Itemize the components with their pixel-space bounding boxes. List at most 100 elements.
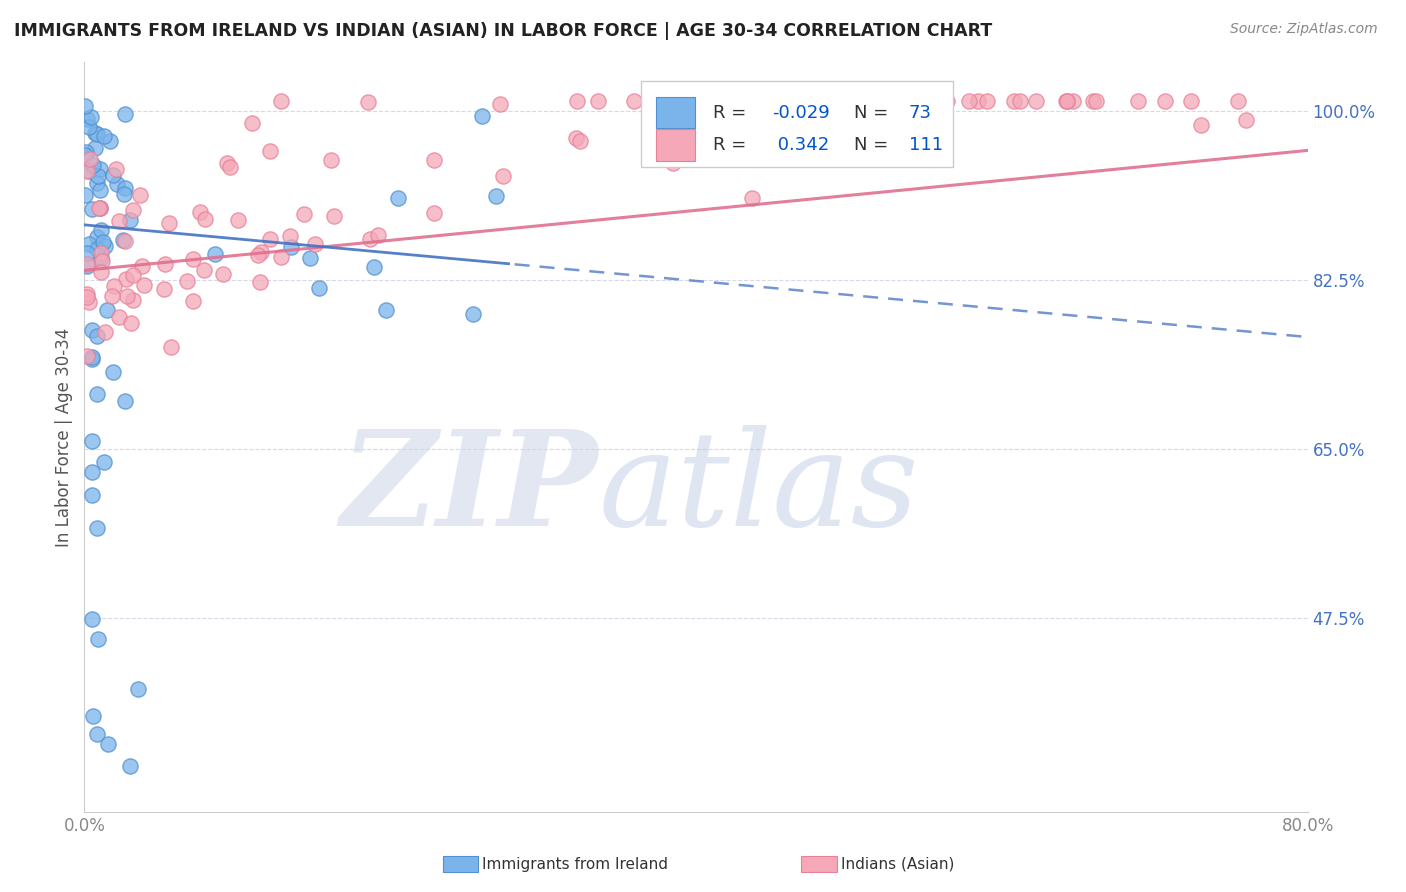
- Point: [115, 272, 138, 286]
- Point: [120, 213, 142, 227]
- Text: R =: R =: [713, 103, 752, 121]
- Text: N =: N =: [853, 103, 894, 121]
- Point: [80, 323, 103, 337]
- Point: [1054, 94, 1077, 108]
- Point: [292, 207, 315, 221]
- Point: [86, 726, 108, 740]
- Point: [853, 94, 876, 108]
- Point: [75, 99, 97, 113]
- Point: [86, 176, 108, 190]
- Point: [87, 632, 110, 647]
- Text: Source: ZipAtlas.com: Source: ZipAtlas.com: [1230, 22, 1378, 37]
- Point: [217, 155, 239, 169]
- FancyBboxPatch shape: [655, 97, 695, 128]
- Point: [80, 611, 103, 625]
- Point: [193, 263, 215, 277]
- Point: [90, 252, 112, 266]
- Point: [75, 148, 97, 162]
- Point: [80, 466, 103, 480]
- Point: [304, 236, 326, 251]
- Point: [491, 169, 513, 183]
- Point: [86, 521, 108, 535]
- Point: [84, 126, 107, 140]
- Point: [181, 293, 204, 308]
- Point: [936, 94, 959, 108]
- Point: [114, 181, 136, 195]
- Point: [89, 202, 111, 216]
- Point: [1083, 94, 1105, 108]
- Point: [82, 350, 104, 364]
- Point: [678, 94, 700, 108]
- Point: [105, 177, 128, 191]
- Point: [1056, 94, 1078, 108]
- Point: [1025, 94, 1047, 108]
- Point: [461, 307, 484, 321]
- Point: [1002, 94, 1025, 108]
- Point: [79, 294, 101, 309]
- Point: [250, 244, 273, 259]
- Point: [122, 268, 145, 282]
- Point: [471, 109, 494, 123]
- Point: [90, 265, 112, 279]
- Text: 73: 73: [908, 103, 932, 121]
- Point: [568, 134, 591, 148]
- FancyBboxPatch shape: [641, 81, 953, 168]
- Point: [319, 153, 342, 167]
- Point: [249, 276, 271, 290]
- Point: [103, 365, 125, 379]
- Point: [717, 94, 740, 108]
- Point: [77, 237, 100, 252]
- Point: [153, 257, 176, 271]
- Point: [259, 232, 281, 246]
- Point: [83, 141, 105, 155]
- Point: [367, 227, 389, 242]
- Point: [75, 188, 97, 202]
- Point: [76, 163, 98, 178]
- Point: [655, 130, 678, 145]
- Text: N =: N =: [853, 136, 894, 153]
- Point: [104, 161, 127, 176]
- Point: [131, 260, 153, 274]
- Point: [96, 303, 118, 318]
- Point: [218, 161, 240, 175]
- Point: [1010, 94, 1032, 108]
- Point: [308, 281, 330, 295]
- Point: [76, 257, 98, 271]
- Point: [97, 737, 120, 751]
- Point: [86, 387, 108, 401]
- Point: [80, 488, 103, 502]
- Point: [76, 349, 98, 363]
- Point: [565, 131, 588, 145]
- Point: [1236, 113, 1258, 128]
- Point: [93, 239, 115, 253]
- Point: [117, 289, 139, 303]
- Point: [485, 189, 508, 203]
- Point: [91, 254, 114, 268]
- Text: Indians (Asian): Indians (Asian): [841, 857, 955, 871]
- Point: [86, 230, 108, 244]
- Point: [86, 329, 108, 343]
- Point: [134, 277, 156, 292]
- Point: [89, 202, 111, 216]
- Point: [966, 94, 988, 108]
- Point: [323, 209, 346, 223]
- Point: [76, 286, 98, 301]
- Point: [89, 183, 111, 197]
- Point: [127, 682, 149, 697]
- Point: [357, 95, 380, 109]
- Point: [188, 205, 211, 219]
- Point: [112, 233, 135, 247]
- Text: R =: R =: [713, 136, 752, 153]
- Point: [114, 394, 136, 409]
- Point: [112, 186, 135, 201]
- Point: [120, 316, 142, 330]
- Point: [1180, 94, 1202, 108]
- Point: [153, 282, 176, 296]
- Point: [270, 250, 292, 264]
- Point: [194, 212, 217, 227]
- Point: [107, 310, 129, 325]
- Point: [1227, 94, 1250, 108]
- Point: [79, 153, 101, 167]
- Point: [77, 164, 100, 178]
- Point: [176, 274, 198, 288]
